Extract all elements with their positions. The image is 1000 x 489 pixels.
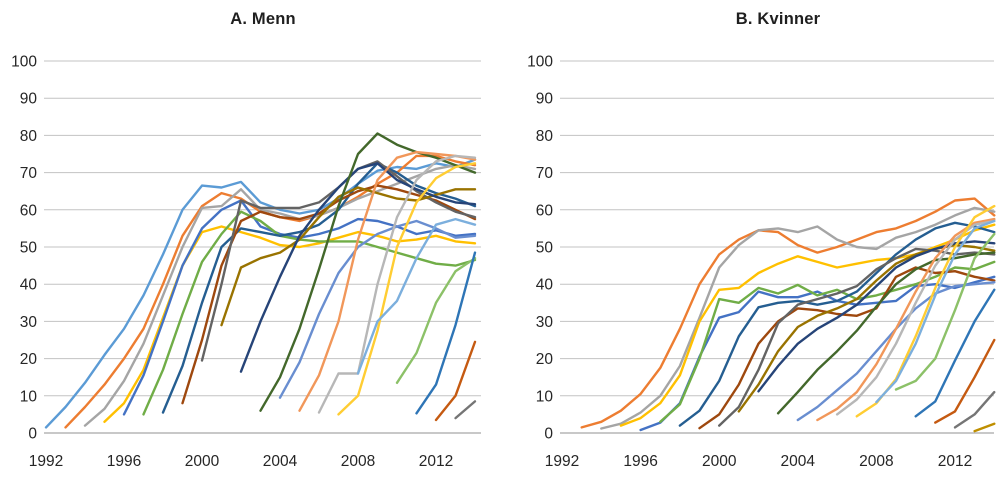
y-tick-label-60: 60	[536, 202, 554, 219]
y-tick-label-30: 30	[536, 314, 554, 331]
y-tick-label-80: 80	[20, 128, 38, 145]
x-tick-label-1992: 1992	[545, 453, 579, 470]
x-tick-label-1992: 1992	[29, 453, 63, 470]
panel-menn-title: A. Menn	[230, 10, 296, 28]
y-tick-label-70: 70	[536, 165, 554, 182]
y-tick-label-70: 70	[20, 165, 38, 182]
series-line-2000-cohort	[717, 247, 996, 427]
x-tick-label-2004: 2004	[263, 453, 298, 470]
panel-kvinner-title: B. Kvinner	[735, 10, 821, 28]
series-line-1998-cohort	[678, 221, 996, 427]
y-tick-label-80: 80	[536, 128, 554, 145]
x-tick-label-2000: 2000	[185, 453, 220, 470]
series-line-2007-cohort	[855, 204, 996, 418]
y-tick-label-20: 20	[536, 351, 554, 368]
y-tick-label-10: 10	[536, 388, 554, 405]
series-line-2006-cohort	[835, 219, 996, 416]
y-tick-label-10: 10	[20, 388, 38, 405]
series-line-1997-cohort	[142, 210, 477, 416]
y-tick-label-100: 100	[11, 54, 37, 71]
x-tick-label-1996: 1996	[107, 453, 141, 470]
y-tick-label-50: 50	[536, 240, 554, 257]
y-tick-label-20: 20	[20, 351, 38, 368]
series-line-2011-cohort	[934, 338, 996, 424]
panel-kvinner-plot: 0 10 20 30 40 50 60 70 80 90 100 1992 1996 2000 2004 20…	[527, 54, 996, 470]
series-line-2011-cohort	[415, 251, 477, 415]
series-line-1998-cohort	[161, 162, 477, 414]
y-tick-label-50: 50	[20, 240, 38, 257]
series-line-2003-cohort	[776, 251, 996, 415]
series-line-1995-cohort	[619, 223, 996, 427]
series-line-2009-cohort	[894, 232, 996, 391]
series-line-1999-cohort	[698, 266, 996, 430]
series-line-2013-cohort	[454, 400, 477, 420]
y-tick-label-40: 40	[20, 277, 38, 294]
series-line-1993-cohort	[580, 197, 996, 429]
y-tick-label-0: 0	[28, 426, 37, 443]
series-line-2010-cohort	[914, 288, 996, 418]
series-line-1994-cohort	[600, 206, 996, 430]
series-line-2008-cohort	[356, 217, 477, 375]
panel-menn-plot: 0 10 20 30 40 50 60 70 80 90 100 1992 1996 2000 2004 20…	[11, 54, 481, 470]
series-line-2012-cohort	[434, 340, 477, 422]
panel-kvinner: B. Kvinner 0 10 20 30 40 50 60 70 80 90 100 1992 199…	[500, 0, 1000, 489]
y-tick-label-90: 90	[20, 91, 38, 108]
x-tick-label-2012: 2012	[938, 453, 972, 470]
series-line-2003-cohort	[259, 132, 477, 412]
x-tick-label-2004: 2004	[781, 453, 816, 470]
series-line-1993-cohort	[64, 154, 477, 429]
y-tick-label-40: 40	[536, 277, 554, 294]
x-tick-label-2008: 2008	[341, 453, 375, 470]
series-line-2006-cohort	[317, 154, 477, 414]
series-line-2013-cohort	[973, 422, 996, 433]
y-tick-label-100: 100	[527, 54, 553, 71]
series-line-2004-cohort	[278, 219, 477, 399]
y-tick-label-0: 0	[544, 426, 553, 443]
x-tick-label-2000: 2000	[702, 453, 737, 470]
panel-menn: A. Menn 0 10 20 30 40 50 60 70 80 90 100 1992 1996 20…	[11, 10, 481, 470]
y-tick-label-30: 30	[20, 314, 38, 331]
series-line-1994-cohort	[83, 163, 477, 427]
series-line-2007-cohort	[337, 162, 477, 416]
series-line-2008-cohort	[875, 219, 996, 404]
series-line-1997-cohort	[659, 260, 996, 423]
x-tick-label-2012: 2012	[419, 453, 453, 470]
series-line-2005-cohort	[816, 217, 996, 422]
x-tick-label-2008: 2008	[859, 453, 893, 470]
series-line-2010-cohort	[395, 257, 477, 384]
series-line-2012-cohort	[953, 390, 996, 429]
x-tick-label-1996: 1996	[623, 453, 657, 470]
series-line-2002-cohort	[239, 162, 477, 373]
y-tick-label-60: 60	[20, 202, 38, 219]
y-tick-label-90: 90	[536, 91, 554, 108]
series-line-2005-cohort	[298, 150, 477, 412]
series-line-2002-cohort	[757, 240, 996, 393]
